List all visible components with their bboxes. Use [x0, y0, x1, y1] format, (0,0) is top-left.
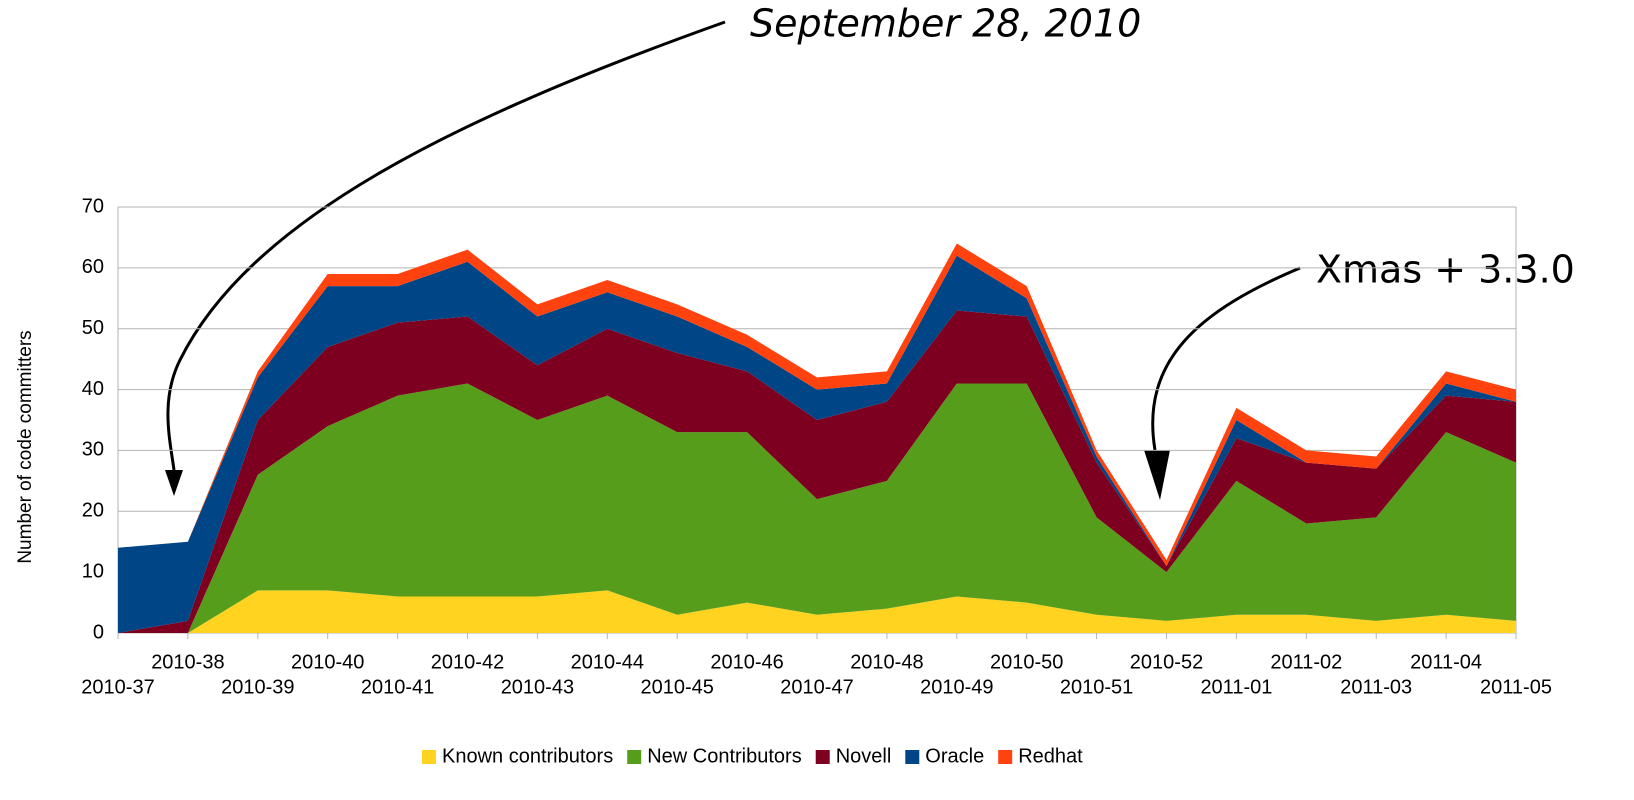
arrow-head — [1144, 450, 1170, 500]
y-tick-label: 50 — [82, 317, 104, 339]
y-tick-label: 40 — [82, 378, 104, 400]
area — [118, 310, 1516, 633]
area — [118, 383, 1516, 633]
x-tick-label: 2011-01 — [1200, 676, 1272, 698]
x-tick-label: 2010-42 — [431, 651, 504, 673]
legend-swatch — [422, 750, 436, 764]
y-tick-label: 20 — [82, 500, 104, 522]
y-tick-label: 0 — [93, 621, 104, 643]
x-tick-label: 2011-02 — [1270, 651, 1342, 673]
arrow — [1151, 266, 1301, 451]
arrow — [166, 20, 726, 471]
annotation: Xmas + 3.3.0 — [1316, 248, 1575, 292]
area — [118, 590, 1516, 633]
x-tick-label: 2010-51 — [1060, 676, 1133, 698]
legend-label: Oracle — [925, 745, 984, 767]
y-tick-label: 70 — [82, 195, 104, 217]
x-tick-label: 2010-45 — [640, 676, 713, 698]
x-tick-label: 2010-41 — [361, 676, 434, 698]
x-tick-label: 2010-39 — [221, 676, 294, 698]
x-tick-label: 2010-44 — [571, 651, 644, 673]
arrows — [165, 20, 1301, 500]
legend-label: New Contributors — [647, 745, 802, 767]
legend-label: Known contributors — [442, 745, 613, 767]
x-tick-label: 2010-46 — [710, 651, 783, 673]
y-tick-label: 10 — [82, 560, 104, 582]
x-tick-label: 2010-52 — [1130, 651, 1203, 673]
x-tick-label: 2010-50 — [990, 651, 1063, 673]
x-tick-label: 2010-40 — [291, 651, 364, 673]
x-tick-label: 2011-03 — [1340, 676, 1412, 698]
arrow-head — [165, 470, 183, 496]
x-tick-label: 2010-48 — [850, 651, 923, 673]
legend-label: Redhat — [1018, 745, 1083, 767]
y-tick-label: 30 — [82, 439, 104, 461]
x-tick-label: 2010-47 — [780, 676, 853, 698]
x-tick-label: 2010-38 — [151, 651, 224, 673]
legend-swatch — [905, 750, 920, 764]
x-tick-label: 2010-49 — [920, 676, 993, 698]
x-tick-label: 2010-37 — [81, 676, 154, 698]
legend-swatch — [998, 750, 1013, 764]
y-tick-label: 60 — [82, 256, 104, 278]
y-axis-label: Number of code committers — [15, 330, 36, 563]
legend-label: Novell — [836, 745, 892, 767]
x-tick-label: 2011-04 — [1410, 651, 1482, 673]
x-tick-label: 2010-43 — [501, 676, 574, 698]
legend-swatch — [627, 750, 642, 764]
x-tick-label: 2011-05 — [1480, 676, 1552, 698]
legend-swatch — [815, 750, 830, 764]
annotation: September 28, 2010 — [750, 2, 1141, 46]
